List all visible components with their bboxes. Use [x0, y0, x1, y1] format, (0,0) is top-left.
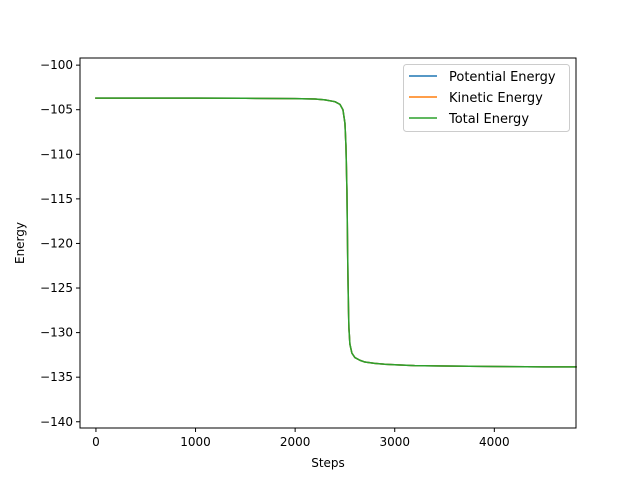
y-tick-label: −105	[40, 103, 73, 117]
y-tick-label: −140	[40, 415, 73, 429]
series-line-3	[95, 97, 577, 368]
x-tick-label: 0	[92, 435, 100, 449]
y-tick-label: −125	[40, 281, 73, 295]
x-axis-label: Steps	[311, 456, 345, 470]
legend-label-2: Kinetic Energy	[449, 91, 543, 106]
y-tick-label: −110	[40, 147, 73, 161]
y-axis-ticks: −100 −105 −110 −115 −120 −125 −130 −135 −140	[40, 58, 80, 429]
y-tick-label: −100	[40, 58, 73, 72]
legend-label-3: Total Energy	[448, 112, 529, 127]
x-tick-label: 4000	[479, 435, 510, 449]
x-tick-label: 1000	[180, 435, 211, 449]
y-tick-label: −115	[40, 192, 73, 206]
legend-label-1: Potential Energy	[449, 70, 556, 85]
y-tick-label: −120	[40, 236, 73, 250]
legend-box	[403, 64, 570, 132]
y-axis-label: Energy	[13, 222, 27, 264]
x-axis-ticks: 0 1000 2000 3000 4000	[92, 428, 510, 449]
y-tick-label: −130	[40, 326, 73, 340]
x-tick-label: 3000	[379, 435, 410, 449]
legend: Potential Energy Kinetic Energy Total Ener…	[403, 64, 570, 132]
x-tick-label: 2000	[280, 435, 311, 449]
series-layer	[95, 97, 577, 368]
y-tick-label: −135	[40, 370, 73, 384]
